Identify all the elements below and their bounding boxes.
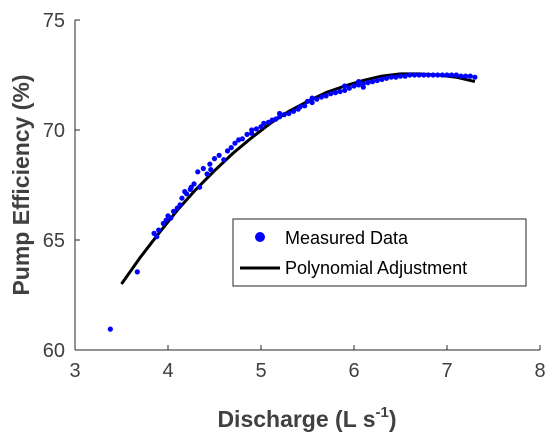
measured-data-point: [188, 184, 194, 190]
x-axis-label-exponent: -1: [376, 404, 389, 421]
legend-box: [232, 218, 527, 287]
measured-data-point: [346, 85, 352, 91]
legend-label-polynomial: Polynomial Adjustment: [285, 258, 467, 278]
measured-data-point: [411, 72, 418, 78]
measured-data-point: [416, 72, 422, 78]
measured-data-point: [365, 80, 371, 86]
measured-data-point: [200, 165, 206, 172]
measured-data-point: [277, 110, 283, 117]
measured-data-point: [314, 96, 320, 102]
x-axis-label-main: Discharge (L s: [217, 406, 375, 432]
measured-data-point: [156, 227, 162, 233]
measured-data-point: [163, 217, 169, 223]
measured-points-layer: [107, 72, 478, 332]
x-tick-label: 3: [69, 360, 80, 382]
measured-data-point: [463, 73, 469, 79]
measured-data-point: [458, 73, 464, 79]
measured-data-point: [244, 131, 250, 137]
x-ticks: 3 4 5 6 7 8: [69, 345, 546, 382]
measured-data-point: [249, 127, 255, 133]
measured-data-point: [309, 95, 315, 101]
y-tick-label: 65: [43, 230, 65, 252]
measured-data-point: [351, 83, 357, 89]
y-axis-label: Pump Efficiency (%): [8, 74, 34, 295]
measured-data-point: [421, 72, 427, 78]
measured-data-point: [253, 126, 259, 132]
measured-data-point: [154, 234, 160, 240]
measured-data-point: [170, 208, 177, 214]
measured-data-point: [323, 93, 329, 99]
measured-data-point: [397, 73, 404, 79]
measured-data-point: [318, 94, 325, 100]
measured-data-point: [439, 72, 445, 78]
measured-data-point: [224, 148, 231, 154]
measured-data-point: [407, 72, 413, 78]
measured-data-point: [370, 79, 376, 85]
measured-data-point: [393, 74, 399, 80]
measured-data-point: [356, 79, 362, 85]
measured-data-point: [211, 156, 218, 162]
measured-data-point: [184, 191, 190, 197]
measured-data-point: [290, 108, 297, 114]
measured-data-point: [360, 84, 366, 90]
y-ticks: 60 65 70 75: [43, 10, 80, 362]
x-tick-label: 8: [534, 360, 545, 382]
x-tick-label: 4: [162, 360, 173, 382]
y-tick-label: 60: [43, 340, 65, 362]
measured-data-point: [297, 104, 303, 110]
x-axis-label: Discharge (L s-1): [217, 404, 396, 432]
measured-data-point: [232, 140, 238, 146]
measured-data-point: [228, 145, 234, 151]
measured-data-point: [286, 110, 292, 117]
legend: Measured Data Polynomial Adjustment: [232, 218, 527, 287]
measured-data-point: [168, 215, 174, 221]
y-tick-label: 75: [43, 10, 65, 32]
measured-data-point: [309, 99, 315, 106]
measured-data-point: [388, 74, 394, 80]
measured-data-point: [107, 326, 113, 332]
measured-data-point: [304, 98, 311, 104]
measured-data-point: [332, 90, 338, 96]
measured-data-point: [204, 171, 210, 177]
measured-data-point: [197, 184, 203, 190]
measured-data-point: [342, 87, 348, 93]
x-tick-label: 6: [348, 360, 359, 382]
measured-data-point: [302, 103, 308, 109]
measured-data-point: [449, 72, 455, 78]
measured-data-point: [208, 167, 214, 173]
measured-data-point: [430, 72, 436, 78]
measured-data-point: [379, 76, 385, 82]
measured-data-point: [467, 73, 473, 79]
y-tick-label: 70: [43, 120, 65, 142]
x-axis-label-close: ): [389, 406, 397, 432]
measured-data-point: [134, 269, 140, 275]
measured-data-point: [328, 91, 334, 97]
measured-data-point: [425, 72, 431, 78]
measured-data-point: [216, 152, 222, 158]
measured-data-point: [221, 157, 227, 163]
measured-data-point: [383, 75, 390, 81]
legend-marker-measured: [255, 232, 265, 242]
measured-data-point: [444, 72, 450, 78]
measured-data-point: [435, 72, 441, 78]
measured-data-point: [337, 88, 343, 95]
measured-data-point: [281, 112, 287, 118]
x-tick-label: 5: [255, 360, 266, 382]
measured-data-point: [261, 120, 267, 126]
measured-data-point: [402, 73, 408, 79]
measured-data-point: [239, 136, 245, 142]
measured-data-point: [453, 72, 459, 78]
measured-data-point: [374, 77, 380, 84]
legend-label-measured: Measured Data: [285, 228, 409, 248]
measured-data-point: [195, 169, 201, 175]
x-tick-label: 7: [441, 360, 452, 382]
measured-data-point: [342, 83, 348, 89]
measured-data-point: [472, 74, 478, 80]
measured-data-point: [179, 195, 185, 201]
measured-data-point: [207, 161, 213, 167]
measured-data-point: [177, 202, 183, 208]
